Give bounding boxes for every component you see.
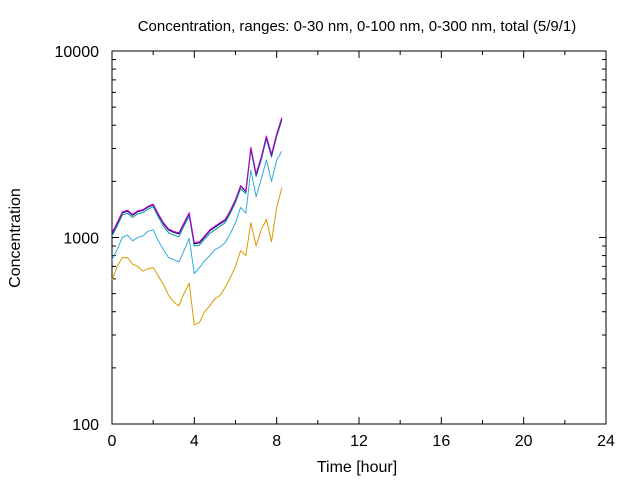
y-tick-label: 10000 [55,44,100,61]
x-tick-label: 20 [515,433,533,450]
x-tick-label: 4 [190,433,199,450]
y-tick-label: 1000 [63,231,99,248]
series-line [111,118,283,245]
y-axis-ticks: 100 1000 10000 [55,44,606,434]
series-line [111,117,283,243]
y-axis-label: Concentration [7,188,24,288]
x-axis-label: Time [hour] [317,459,397,476]
series-line [111,120,283,247]
x-tick-label: 16 [432,433,450,450]
x-tick-label: 0 [108,433,117,450]
plot-frame [111,50,607,425]
series-layer [111,117,283,326]
chart-title: Concentration, ranges: 0-30 nm, 0-100 nm… [138,18,577,35]
y-tick-label: 100 [72,417,99,434]
x-tick-label: 24 [597,433,615,450]
series-line [111,187,283,326]
x-tick-label: 12 [350,433,368,450]
series-line [111,151,283,275]
x-axis-ticks: 0 4 8 12 16 20 24 [108,51,615,450]
x-tick-label: 8 [272,433,281,450]
